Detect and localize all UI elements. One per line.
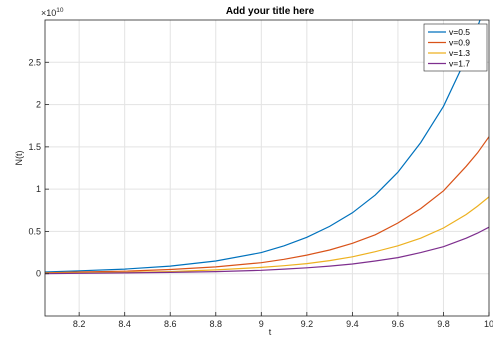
x-tick-label-8.2: 8.2 bbox=[73, 319, 86, 329]
y-axis-label: N(t) bbox=[14, 151, 24, 166]
y-tick-label-2: 2 bbox=[36, 100, 41, 110]
x-tick-label-9: 9 bbox=[259, 319, 264, 329]
x-tick-label-8.8: 8.8 bbox=[210, 319, 223, 329]
y-tick-label-1.5: 1.5 bbox=[28, 142, 41, 152]
series-line-v=0.9 bbox=[45, 136, 489, 274]
series-line-v=1.3 bbox=[45, 196, 489, 274]
legend: v=0.5v=0.9v=1.3v=1.7 bbox=[423, 23, 488, 72]
y-tick-label-1: 1 bbox=[36, 184, 41, 194]
y-exponent-label: ×1010 bbox=[41, 7, 64, 18]
x-tick-label-9.6: 9.6 bbox=[392, 319, 405, 329]
series-line-v=0.5 bbox=[45, 20, 481, 273]
legend-label-v=0.5: v=0.5 bbox=[449, 27, 470, 37]
chart-title: Add your title here bbox=[226, 6, 315, 17]
legend-label-v=0.9: v=0.9 bbox=[449, 38, 470, 48]
x-tick-label-9.8: 9.8 bbox=[437, 319, 450, 329]
x-tick-label-8.4: 8.4 bbox=[118, 319, 131, 329]
legend-label-v=1.3: v=1.3 bbox=[449, 48, 470, 58]
plot-area: 8.2 8.4 8.6 8.8 9 9.2 9.4 9.6 9.8 10 0 0.5 1 1.5 2 2.5 bbox=[28, 19, 493, 329]
y-tick-label-2.5: 2.5 bbox=[28, 57, 41, 67]
series-line-v=1.7 bbox=[45, 226, 489, 275]
x-tick-label-9.2: 9.2 bbox=[301, 319, 314, 329]
axes-box bbox=[44, 19, 490, 317]
x-tick-label-9.4: 9.4 bbox=[346, 319, 359, 329]
x-tick-label-10: 10 bbox=[484, 319, 493, 329]
y-tick-label-0.5: 0.5 bbox=[28, 226, 41, 236]
x-axis-label: t bbox=[269, 327, 272, 337]
x-tick-label-8.6: 8.6 bbox=[164, 319, 177, 329]
legend-label-v=1.7: v=1.7 bbox=[449, 59, 470, 69]
y-tick-label-0: 0 bbox=[36, 269, 41, 279]
